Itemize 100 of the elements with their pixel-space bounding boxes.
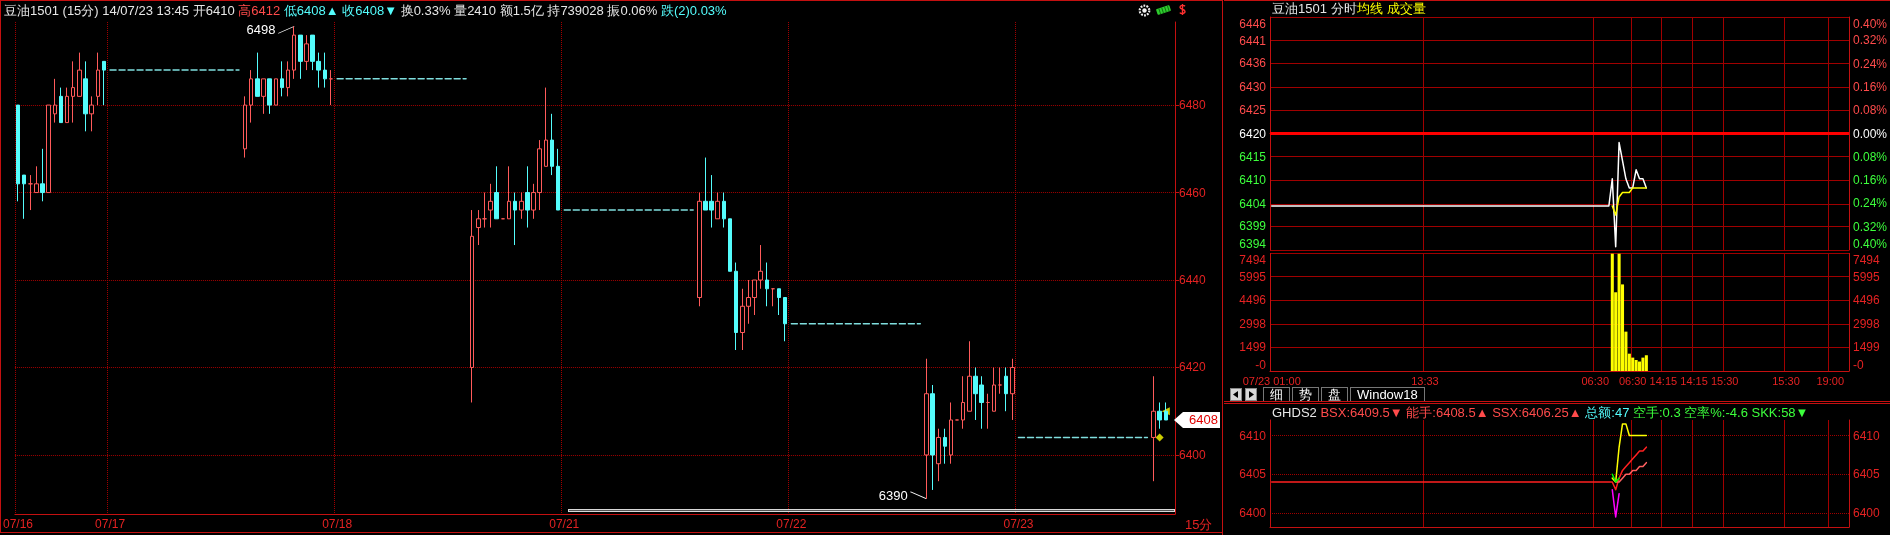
candlestick [697,192,702,307]
candlestick [544,87,548,167]
chart-title: GHDS2 BSX:6409.5▼ 能手:6408.5▲ SSX:6406.25▲ 总额:47 空手:0.3 空率%:-4.6 SKK:58▼ [1272,405,1809,420]
candlestick [930,384,935,491]
x-tick-label: 07/23 01:00 [1242,374,1301,387]
x-tick-label: 07/17 [95,517,126,531]
chart-title: 豆油1501 (15分) 14/07/23 13:45 开6410 高6412 低6408▲ 收6408▼ 换0.33% 量2410 额1.5亿 持739028 振0.06% 跌(2)0.03% [4,3,727,18]
y2-tick-label: 0.16% [1852,79,1888,94]
y-tick-label: 6420 [1179,360,1207,375]
candlestick [65,87,69,124]
y-tick-label: 6425 [1239,103,1267,118]
y2-tick-label: -0 [1853,357,1864,372]
y-tick-label: 6400 [1239,506,1267,521]
x-tick-label: 13:33 [1411,374,1439,387]
y-tick-label: 6480 [1179,98,1207,113]
y2-tick-label: 0.24% [1852,196,1888,211]
candlestick [961,375,965,430]
candlestick [967,340,972,412]
candlestick [986,393,990,430]
candlestick [323,52,327,89]
y2-tick-label: 5995 [1853,269,1881,284]
candlestick [77,52,82,97]
candlestick [71,60,75,124]
tab: 盘 [1321,387,1348,401]
x-tick-label: 07/18 [322,517,353,531]
x-tick-label: 06:30 [1618,374,1647,387]
y2-tick-label: 4496 [1853,293,1881,308]
candlestick [53,78,57,124]
candlestick [243,95,247,159]
y2-tick-label: 6405 [1853,467,1881,482]
line-series [1270,446,1648,491]
y2-tick-label: 2998 [1853,316,1881,331]
x-tick-label: 15:30 [1710,374,1739,387]
candlestick [494,165,499,220]
candlestick [936,428,941,482]
y-tick-label: 6436 [1239,56,1267,71]
candlestick [83,60,88,132]
y2-tick-label: 0.08% [1852,103,1888,118]
candlestick [488,183,493,229]
candlestick [513,192,517,246]
candlestick [507,165,511,220]
x-tick-label: 07/23 [1003,517,1034,531]
x-tick-label: 06:30 [1581,374,1610,387]
y-tick-label: 6460 [1179,185,1207,200]
y-tick-label: 6404 [1239,197,1267,212]
candlestick [286,60,290,97]
candlestick [1010,358,1015,421]
y2-tick-label: 1499 [1853,340,1881,355]
candlestick [765,262,769,307]
candlestick [771,288,775,307]
annotation: 6390 [878,487,908,503]
x-tick-label: 14:15 [1649,374,1678,387]
tab: 细 [1263,387,1290,401]
candlestick [482,192,487,229]
candlestick [280,60,284,97]
line-series [1270,141,1648,248]
candlestick [1151,375,1156,482]
candlestick [1157,401,1162,430]
candlestick [550,113,554,176]
y-tick-label: 7494 [1239,252,1267,267]
line-series [1611,423,1648,483]
candlestick [298,34,303,80]
text: 6408 [1174,411,1220,428]
candlestick [102,60,106,106]
y-tick-label: 6430 [1239,79,1267,94]
y-tick-label: -0 [1255,357,1267,372]
y2-tick-label: 0.40% [1852,236,1888,251]
y2-tick-label: 0.08% [1852,149,1888,164]
candlestick [249,69,253,124]
tab: 势 [1292,387,1319,401]
x-tick-label: 15:30 [1772,374,1800,387]
text: 均线 [1357,1,1383,16]
candlestick [261,78,266,115]
y2-tick-label: 6400 [1853,506,1881,521]
y-tick-label: 6420 [1239,126,1267,141]
candlestick [59,87,63,124]
chart-title: 豆油1501 分时 [1272,1,1357,16]
x-tick-label: 14:15 [1680,374,1708,387]
candlestick [16,104,20,202]
y-tick-label: 5995 [1239,269,1267,284]
tab: Window18 [1350,387,1425,401]
y2-tick-label: 0.40% [1852,16,1888,31]
candlestick [715,192,720,220]
candlestick [777,288,781,316]
y2-tick-label: 0.16% [1852,173,1888,188]
candlestick [519,192,524,220]
candlestick [728,218,732,272]
y-tick-label: 4496 [1239,293,1267,308]
candlestick [924,358,929,500]
candlestick [992,366,996,412]
y2-tick-label: 7494 [1853,252,1881,267]
candlestick [525,165,530,229]
y2-tick-label: 0.00% [1852,126,1888,141]
y-tick-label: 6399 [1239,219,1267,234]
y-tick-label: 6446 [1239,16,1267,31]
candlestick [89,95,94,132]
line-series [1614,461,1648,483]
y-tick-label: 2998 [1239,316,1267,331]
y-tick-label: 6400 [1179,447,1207,462]
y-tick-label: 6410 [1239,428,1267,443]
